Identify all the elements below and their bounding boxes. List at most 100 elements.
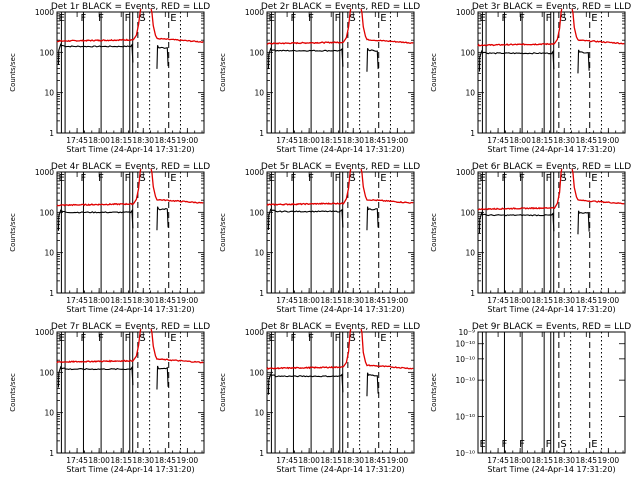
marker-letter: F bbox=[335, 173, 341, 184]
marker-letter: F bbox=[546, 439, 552, 450]
marker-letter: S bbox=[349, 333, 355, 344]
panel-det-3: Det 3r BLACK = Events, RED = LLD Counts/s… bbox=[430, 2, 631, 154]
y-tick-label: 1 bbox=[259, 289, 264, 298]
marker-letter: F bbox=[125, 173, 131, 184]
plot-frame bbox=[266, 331, 415, 454]
panel-det-9: Det 9r BLACK = Events, RED = LLD Counts/s… bbox=[430, 322, 631, 474]
x-tick-label: 18:00 bbox=[509, 136, 531, 145]
marker-letter: E bbox=[479, 439, 485, 450]
panel-det-2: Det 2r BLACK = Events, RED = LLD Counts/s… bbox=[219, 2, 420, 154]
marker-letter: F bbox=[502, 439, 508, 450]
events-curve bbox=[478, 211, 555, 234]
lld-curve bbox=[266, 328, 352, 370]
marker-letter: E bbox=[58, 13, 64, 24]
lld-curve bbox=[266, 168, 352, 206]
y-tick-label: 1 bbox=[49, 129, 54, 138]
lld-curve-2 bbox=[150, 328, 204, 364]
x-axis-label: Start Time (24-Apr-14 17:31:20) bbox=[487, 305, 615, 314]
y-axis-label: Counts/sec bbox=[430, 53, 438, 92]
lld-curve bbox=[56, 168, 142, 207]
x-tick-label: 18:00 bbox=[509, 296, 531, 305]
lld-curve-2 bbox=[571, 8, 625, 45]
x-tick-label: 19:00 bbox=[177, 296, 199, 305]
marker-letter: F bbox=[98, 13, 104, 24]
marker-letter: E bbox=[58, 333, 64, 344]
panel-det-7: Det 7r BLACK = Events, RED = LLD Counts/s… bbox=[9, 322, 210, 474]
marker-letter: F bbox=[546, 13, 552, 24]
y-tick-label: 100 bbox=[40, 48, 55, 57]
lld-curve-2 bbox=[360, 8, 414, 44]
lld-curve bbox=[477, 168, 563, 211]
x-tick-label: 17:45 bbox=[487, 296, 509, 305]
events-curve bbox=[57, 365, 134, 388]
y-tick-label: 10 bbox=[465, 249, 475, 258]
events-curve-2 bbox=[577, 49, 590, 74]
y-tick-label: 100 bbox=[40, 368, 55, 377]
x-tick-label: 18:30 bbox=[553, 136, 575, 145]
y-tick-label: 100 bbox=[461, 208, 476, 217]
y-axis-label: Counts/sec bbox=[9, 373, 17, 412]
y-tick-label: 10⁻¹⁰ bbox=[455, 340, 475, 349]
marker-letter: E bbox=[268, 333, 274, 344]
events-curve bbox=[57, 43, 134, 65]
panel-title: Det 8r BLACK = Events, RED = LLD bbox=[261, 322, 420, 332]
y-tick-label: 1 bbox=[259, 449, 264, 458]
marker-letter: F bbox=[308, 13, 314, 24]
x-tick-label: 18:30 bbox=[342, 296, 364, 305]
events-curve-2 bbox=[366, 372, 379, 397]
panel-title: Det 9r BLACK = Events, RED = LLD bbox=[472, 322, 631, 332]
x-tick-label: 18:15 bbox=[320, 296, 342, 305]
marker-letter: F bbox=[81, 333, 87, 344]
marker-letter: E bbox=[268, 13, 274, 24]
y-tick-label: 1000 bbox=[245, 168, 264, 177]
x-tick-label: 18:15 bbox=[110, 456, 132, 465]
y-axis-label: Counts/sec bbox=[9, 213, 17, 252]
y-tick-label: 1000 bbox=[456, 8, 475, 17]
y-tick-label: 10 bbox=[44, 249, 54, 258]
y-tick-label: 10⁻¹⁰ bbox=[455, 413, 475, 422]
x-tick-label: 18:00 bbox=[509, 456, 531, 465]
x-tick-label: 18:45 bbox=[154, 456, 176, 465]
lld-curve-2 bbox=[360, 168, 414, 204]
marker-letter: S bbox=[349, 13, 355, 24]
events-curve-2 bbox=[366, 206, 379, 231]
marker-letter: F bbox=[125, 13, 131, 24]
x-tick-label: 18:00 bbox=[298, 136, 320, 145]
plot-frame bbox=[477, 171, 626, 294]
x-tick-label: 18:45 bbox=[575, 136, 597, 145]
lld-curve bbox=[56, 8, 142, 43]
x-tick-label: 18:30 bbox=[553, 296, 575, 305]
marker-letter: F bbox=[291, 173, 297, 184]
x-tick-label: 18:15 bbox=[531, 136, 553, 145]
x-tick-label: 19:00 bbox=[598, 296, 620, 305]
y-tick-label: 10⁻¹⁰ bbox=[455, 355, 475, 364]
x-axis-label: Start Time (24-Apr-14 17:31:20) bbox=[487, 145, 615, 154]
marker-letter: S bbox=[139, 173, 145, 184]
y-tick-label: 1000 bbox=[35, 168, 54, 177]
y-tick-label: 100 bbox=[250, 208, 265, 217]
marker-letter: E bbox=[170, 173, 176, 184]
lld-curve bbox=[266, 8, 352, 45]
x-tick-label: 18:45 bbox=[154, 136, 176, 145]
x-tick-label: 19:00 bbox=[387, 456, 409, 465]
x-tick-label: 18:30 bbox=[342, 456, 364, 465]
marker-letter: S bbox=[139, 13, 145, 24]
x-tick-label: 17:45 bbox=[276, 136, 298, 145]
x-tick-label: 18:15 bbox=[531, 456, 553, 465]
y-tick-label: 10⁻¹⁰ bbox=[455, 376, 475, 385]
marker-letter: E bbox=[170, 333, 176, 344]
panel-det-6: Det 6r BLACK = Events, RED = LLD Counts/s… bbox=[430, 162, 631, 314]
lld-curve-2 bbox=[150, 168, 204, 204]
y-tick-label: 10 bbox=[254, 409, 264, 418]
x-tick-label: 18:15 bbox=[110, 136, 132, 145]
plot-frame bbox=[56, 171, 205, 294]
marker-letter: F bbox=[98, 173, 104, 184]
x-tick-label: 19:00 bbox=[387, 296, 409, 305]
panel-title: Det 1r BLACK = Events, RED = LLD bbox=[51, 2, 210, 12]
plot-frame bbox=[56, 11, 205, 134]
x-tick-label: 19:00 bbox=[177, 136, 199, 145]
x-tick-label: 19:00 bbox=[387, 136, 409, 145]
panel-det-5: Det 5r BLACK = Events, RED = LLD Counts/s… bbox=[219, 162, 420, 314]
events-curve-2 bbox=[366, 47, 379, 72]
